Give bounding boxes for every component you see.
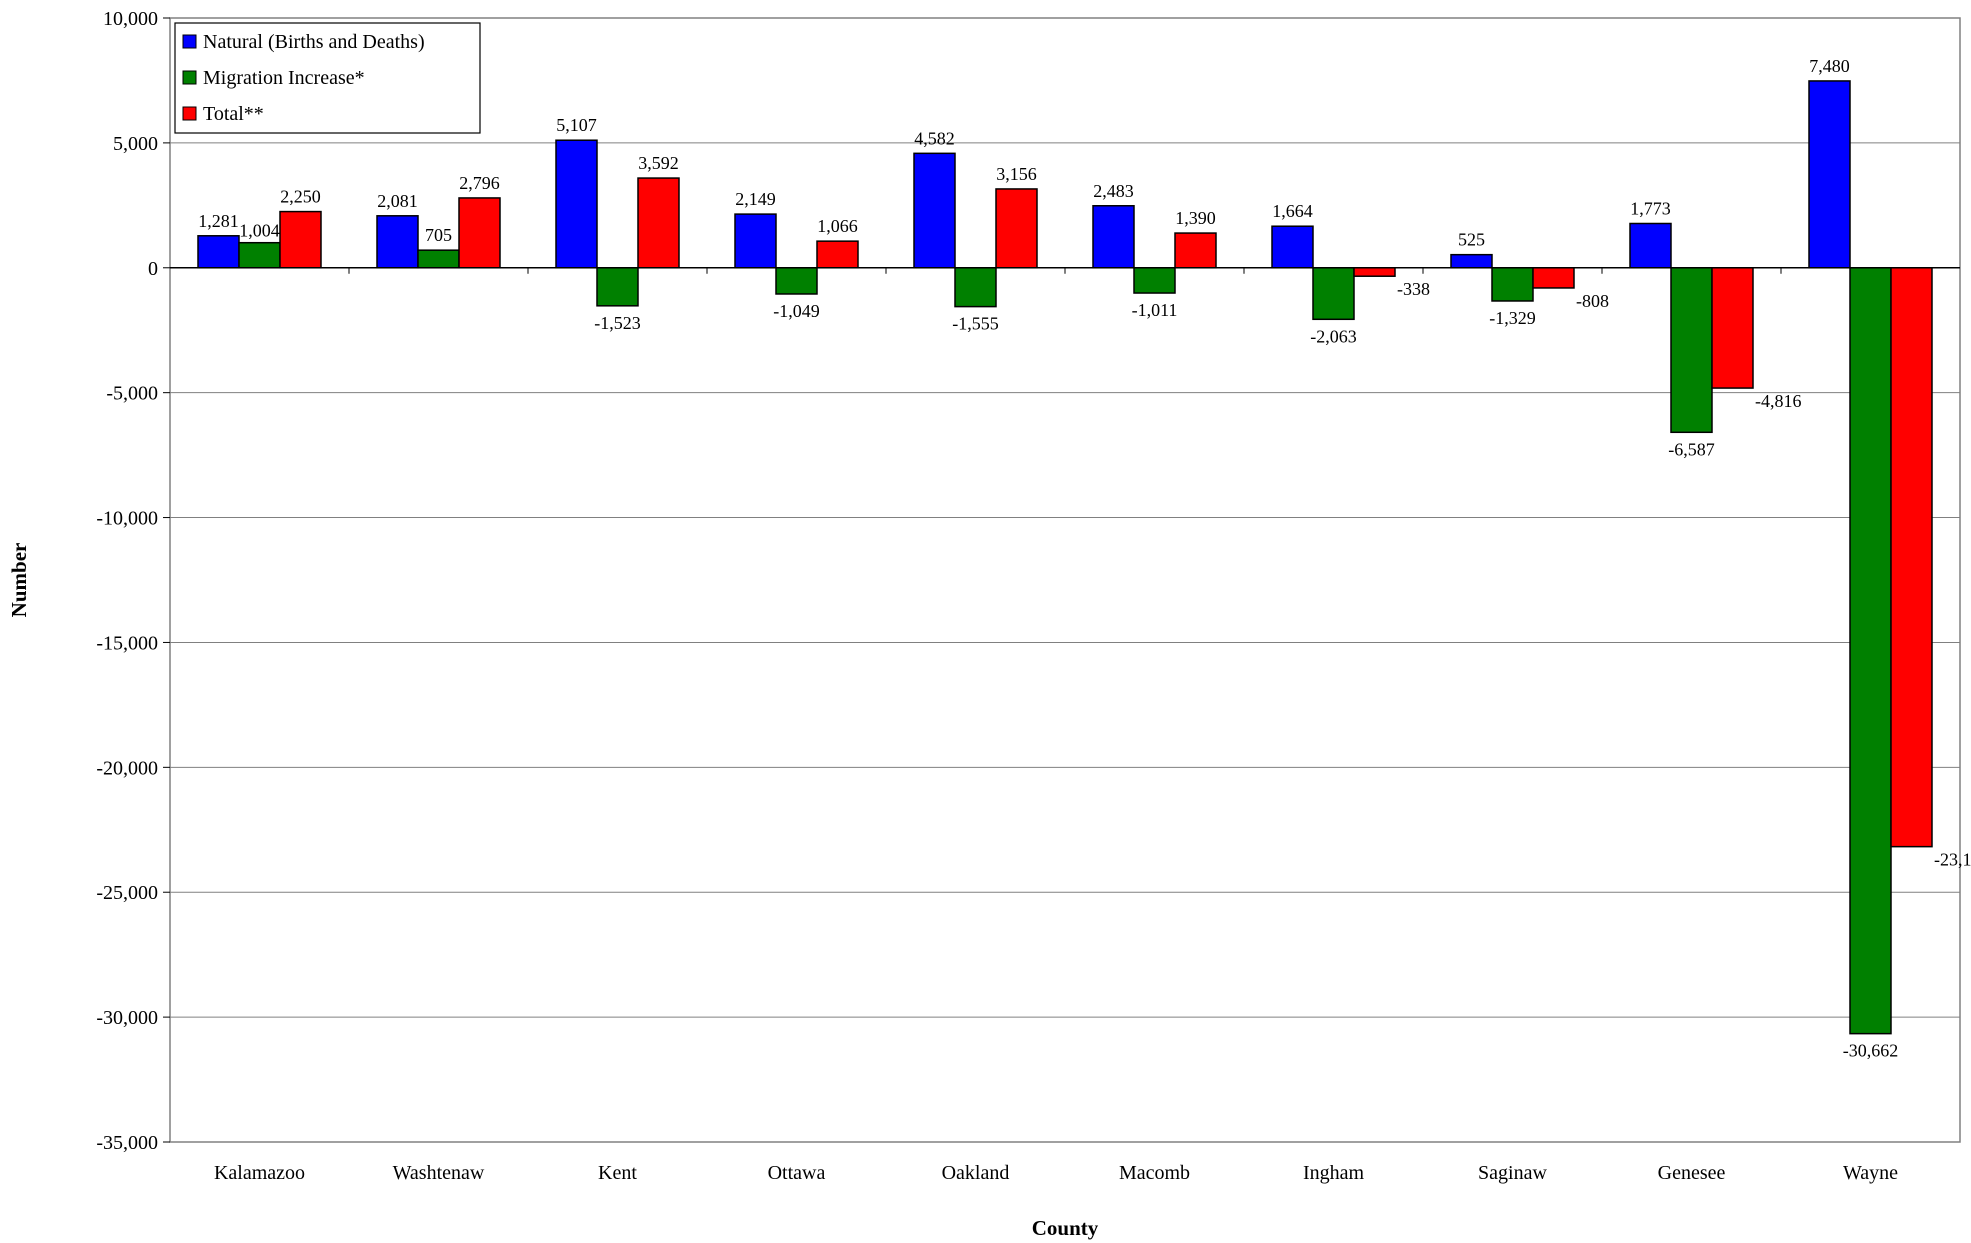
data-label: 7,480 — [1809, 56, 1850, 76]
y-axis-ticks: 10,000 5,000 0 -5,000 -10,000 -15,000 -20,000 -… — [96, 8, 170, 1154]
data-label: 2,149 — [735, 189, 776, 209]
bar-wayne-1 — [1849, 267, 1892, 1035]
data-label: 1,773 — [1630, 198, 1671, 218]
legend-swatch — [182, 34, 197, 49]
data-label: 1,066 — [817, 216, 858, 236]
bar-ottawa-1 — [775, 267, 818, 295]
bars — [197, 80, 1933, 1035]
bar-macomb-0 — [1092, 205, 1135, 269]
y-tick-label: -5,000 — [106, 383, 158, 405]
data-label: -808 — [1576, 291, 1609, 311]
bar-macomb-1 — [1133, 267, 1176, 294]
data-label: -338 — [1397, 279, 1430, 299]
x-tick-label: Ingham — [1303, 1162, 1365, 1184]
legend-label: Total** — [203, 103, 264, 125]
data-label: 1,004 — [239, 221, 280, 241]
data-label: 3,592 — [638, 153, 679, 173]
data-label: 2,081 — [377, 191, 418, 211]
bar-saginaw-1 — [1491, 267, 1534, 302]
data-label: 2,250 — [280, 187, 321, 207]
bar-ottawa-2 — [816, 240, 859, 269]
plot-area — [169, 17, 1961, 1143]
y-tick-label: -30,000 — [96, 1007, 158, 1029]
x-axis-title: County — [1032, 1216, 1099, 1240]
x-tick-label: Saginaw — [1478, 1162, 1547, 1184]
x-tick-label: Kalamazoo — [214, 1162, 305, 1184]
data-label: -4,816 — [1755, 391, 1802, 411]
y-tick-label: -10,000 — [96, 508, 158, 530]
data-label: -1,555 — [952, 314, 999, 334]
bar-kalamazoo-2 — [279, 210, 322, 269]
bar-ingham-0 — [1271, 225, 1314, 269]
y-tick-label: -35,000 — [96, 1132, 158, 1154]
x-tick-label: Oakland — [942, 1162, 1010, 1184]
y-tick-label: -20,000 — [96, 757, 158, 779]
data-label: -1,049 — [773, 301, 820, 321]
bar-kent-0 — [555, 139, 598, 269]
y-tick-label: -15,000 — [96, 632, 158, 654]
legend-swatch — [182, 70, 197, 85]
data-label: -1,523 — [594, 313, 641, 333]
x-tick-label: Macomb — [1119, 1162, 1190, 1184]
bar-saginaw-0 — [1450, 253, 1493, 269]
legend-swatch — [182, 106, 197, 121]
y-tick-label: 10,000 — [103, 8, 158, 30]
bar-kent-1 — [596, 267, 639, 307]
data-label: -1,011 — [1132, 300, 1178, 320]
bar-wayne-0 — [1808, 80, 1851, 269]
legend-box — [174, 22, 481, 134]
x-tick-label: Kent — [598, 1162, 637, 1184]
data-label: -6,587 — [1668, 439, 1715, 459]
data-label: -1,329 — [1489, 308, 1536, 328]
bar-ingham-2 — [1353, 267, 1396, 277]
bar-wayne-2 — [1890, 267, 1933, 848]
legend-label: Natural (Births and Deaths) — [203, 31, 425, 53]
data-label: 1,390 — [1175, 208, 1216, 228]
bar-kent-2 — [637, 177, 680, 269]
data-label: 2,483 — [1093, 181, 1134, 201]
bar-ottawa-0 — [734, 213, 777, 269]
y-tick-label: -25,000 — [96, 882, 158, 904]
x-axis-ticks: Kalamazoo Washtenaw Kent Ottawa Oakland Macom… — [214, 267, 1898, 1184]
bar-kalamazoo-0 — [197, 235, 240, 269]
bar-oakland-0 — [913, 152, 956, 269]
bar-saginaw-2 — [1532, 267, 1575, 289]
x-tick-label: Genesee — [1658, 1162, 1726, 1184]
data-label: 705 — [425, 225, 452, 245]
bar-washtenaw-2 — [458, 197, 501, 269]
data-label: -2,063 — [1310, 326, 1357, 346]
bar-oakland-2 — [995, 188, 1038, 269]
bar-kalamazoo-1 — [238, 241, 281, 269]
bar-genesee-2 — [1711, 267, 1754, 389]
x-tick-label: Wayne — [1843, 1162, 1898, 1184]
bar-washtenaw-1 — [417, 249, 460, 269]
bar-macomb-2 — [1174, 232, 1217, 269]
legend: Natural (Births and Deaths) Migration Inc… — [174, 22, 481, 134]
data-label: 525 — [1458, 230, 1485, 250]
x-tick-label: Ottawa — [768, 1162, 826, 1184]
bar-oakland-1 — [954, 267, 997, 308]
bar-ingham-1 — [1312, 267, 1355, 321]
x-tick-label: Washtenaw — [393, 1162, 485, 1184]
data-label: 4,582 — [914, 128, 955, 148]
data-label: 3,156 — [996, 164, 1037, 184]
y-axis-title: Number — [7, 543, 31, 618]
y-tick-label: 5,000 — [113, 133, 158, 155]
data-label: -30,662 — [1843, 1041, 1899, 1061]
legend-label: Migration Increase* — [203, 67, 365, 89]
data-label: 5,107 — [556, 115, 597, 135]
data-label: 1,664 — [1272, 201, 1313, 221]
bar-genesee-0 — [1629, 222, 1672, 269]
bar-washtenaw-0 — [376, 215, 419, 269]
data-label: 1,281 — [198, 211, 239, 231]
data-label: -23,176 — [1934, 850, 1971, 870]
y-tick-label: 0 — [148, 258, 158, 280]
bar-genesee-1 — [1670, 267, 1713, 434]
data-label: 2,796 — [459, 173, 500, 193]
